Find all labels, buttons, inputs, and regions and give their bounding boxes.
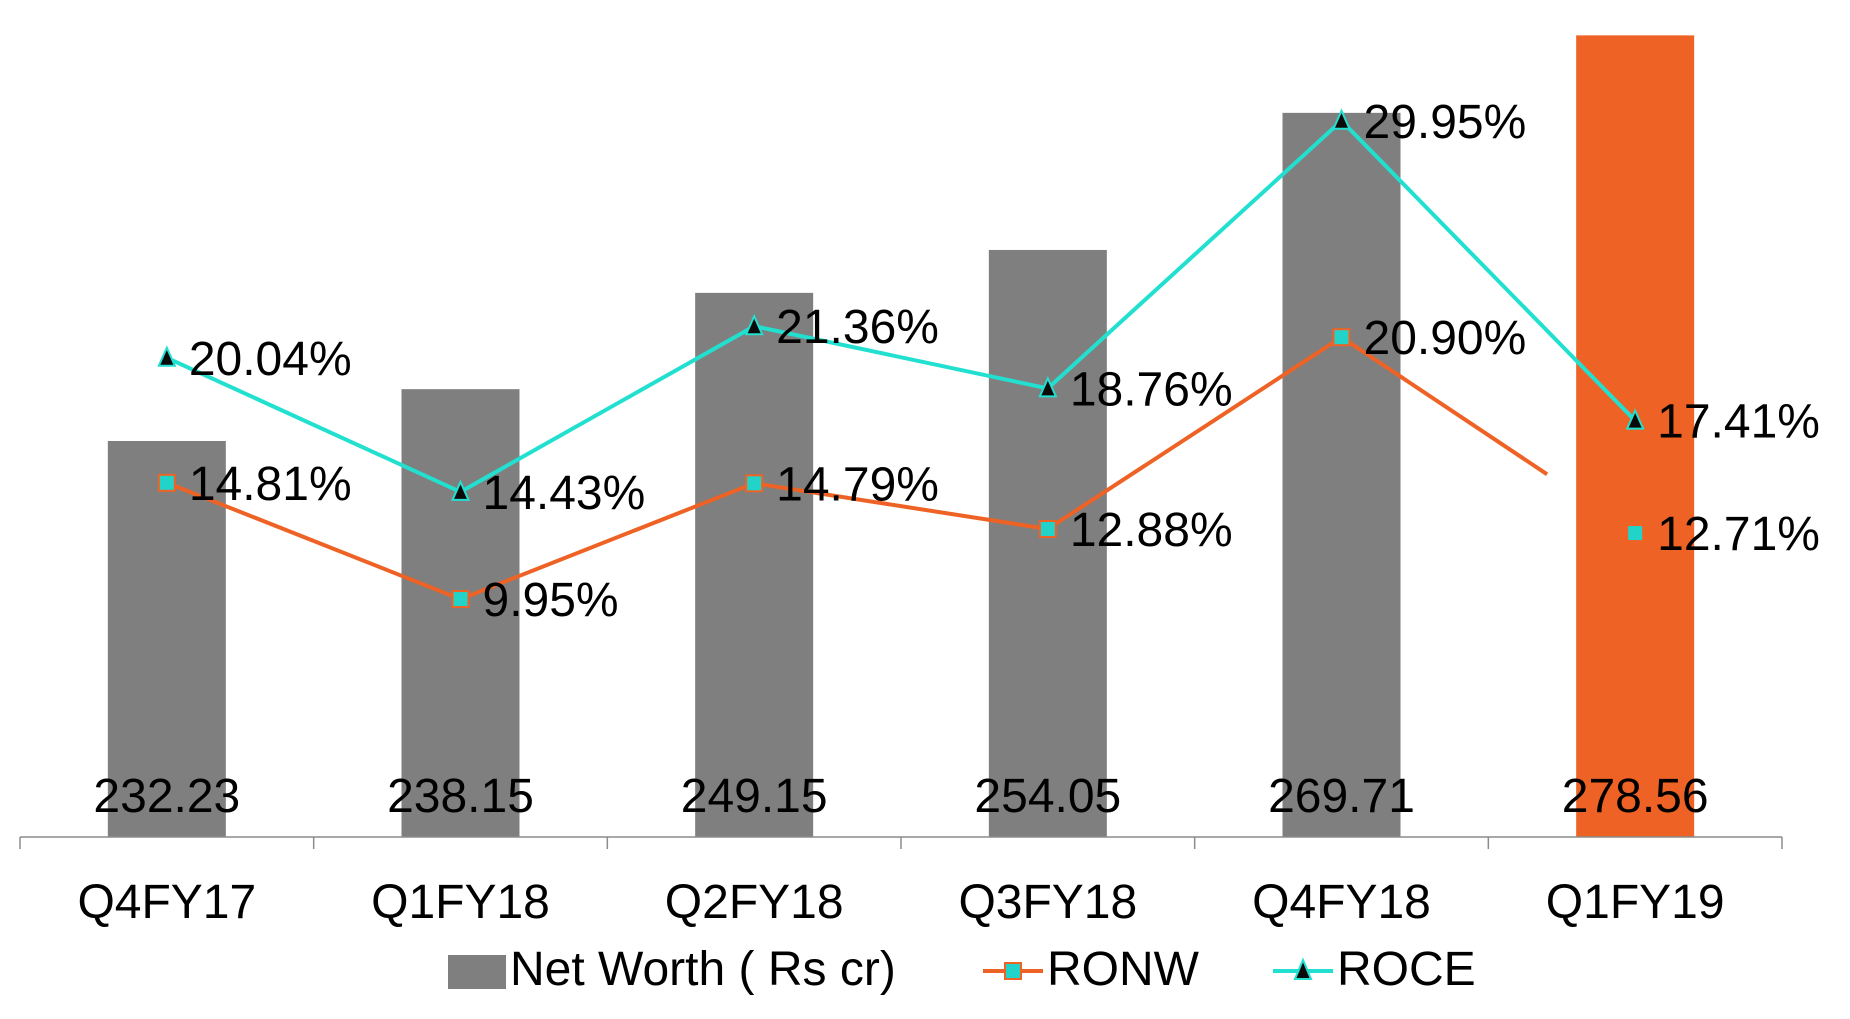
legend-label-roce: ROCE: [1337, 943, 1476, 996]
legend-label-ronw: RONW: [1047, 943, 1200, 996]
net-worth-bar: [107, 440, 226, 837]
ronw-marker: [451, 590, 470, 609]
ronw-value-label: 12.71%: [1657, 508, 1820, 561]
x-tick-label: Q1FY19: [1546, 876, 1725, 929]
x-tick-label: Q2FY18: [665, 876, 844, 929]
roce-value-label: 14.43%: [483, 467, 646, 520]
ronw-marker: [1038, 519, 1057, 538]
ronw-value-label: 14.79%: [776, 458, 939, 511]
roce-value-label: 18.76%: [1070, 363, 1233, 416]
net-worth-bar: [1282, 112, 1401, 838]
ronw-marker: [745, 474, 764, 493]
ronw-marker: [157, 473, 176, 492]
x-tick-label: Q4FY17: [77, 876, 256, 929]
bar-value-label: 269.71: [1268, 770, 1415, 823]
bar-value-label: 249.15: [681, 770, 828, 823]
roce-value-label: 29.95%: [1364, 96, 1527, 149]
legend-marker-roce: [1293, 957, 1313, 980]
ronw-value-label: 14.81%: [189, 458, 352, 511]
ronw-marker: [1332, 328, 1351, 347]
net-worth-bar: [695, 292, 814, 837]
ronw-marker: [1626, 524, 1645, 543]
roce-value-label: 21.36%: [776, 301, 939, 354]
roce-marker: [450, 479, 471, 501]
roce-line: [165, 118, 1637, 494]
net-worth-bar: [988, 249, 1107, 837]
roce-marker: [744, 313, 764, 336]
roce-marker: [1625, 408, 1645, 430]
bar-value-label: 254.05: [974, 770, 1121, 823]
legend-marker-ronw: [1004, 962, 1022, 980]
ronw-value-label: 9.95%: [483, 574, 619, 627]
ronw-value-label: 20.90%: [1364, 312, 1527, 365]
net-worth-bar: [401, 389, 520, 837]
x-axis: Q4FY17 Q1FY18 Q2FY18 Q3FY18 Q4FY18 Q1FY19: [19, 836, 1783, 929]
markers-layer: [157, 108, 1645, 609]
x-tick-label: Q3FY18: [958, 876, 1137, 929]
bar-value-label: 278.56: [1562, 770, 1709, 823]
ronw-value-label: 12.88%: [1070, 504, 1233, 557]
roce-value-label: 20.04%: [189, 333, 352, 386]
legend-swatch-net-worth: [448, 955, 506, 989]
x-tick-label: Q1FY18: [371, 876, 550, 929]
bar-value-label: 232.23: [93, 770, 240, 823]
x-tick-label: Q4FY18: [1252, 876, 1431, 929]
data-labels-layer: 232.23 238.15 249.15 254.05 269.71 278.56 14.8…: [93, 96, 1820, 823]
roce-value-label: 17.41%: [1657, 396, 1820, 449]
legend-label-net-worth: Net Worth ( Rs cr): [510, 943, 896, 996]
roce-marker: [1331, 108, 1352, 130]
bars-layer: [107, 35, 1695, 838]
roce-marker: [1038, 375, 1058, 398]
bar-value-label: 238.15: [387, 770, 534, 823]
roce-marker: [157, 345, 177, 367]
net-worth-bar: [1576, 35, 1695, 838]
ronw-line-tail: [1340, 335, 1549, 476]
legend: Net Worth ( Rs cr) RONW ROCE: [448, 943, 1476, 996]
